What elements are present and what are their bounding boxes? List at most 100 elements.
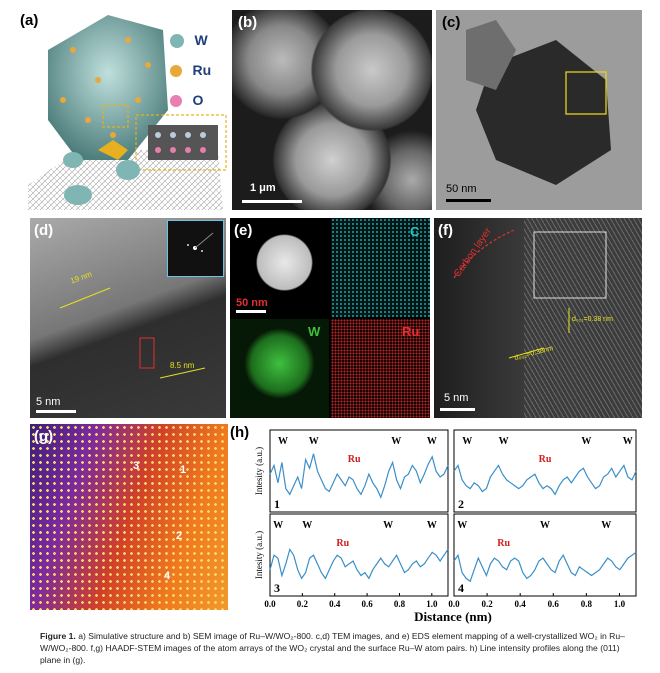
- subplot-frame: [453, 429, 637, 513]
- x-tick-label: 0.4: [329, 599, 341, 609]
- peak-label: W: [302, 520, 312, 531]
- peak-label: W: [278, 436, 288, 447]
- mark-1: 1: [180, 464, 187, 476]
- panel-f-label: (f): [438, 222, 453, 239]
- peak-label: W: [383, 520, 393, 531]
- legend-ru-label: Ru: [192, 62, 212, 78]
- scale-bar: [36, 410, 76, 413]
- legend-o-label: O: [192, 92, 204, 108]
- y-axis-label: Intesity (a.u.): [254, 447, 264, 495]
- peak-label: W: [540, 520, 550, 531]
- panel-b: (b) 1 μm: [232, 10, 432, 210]
- peak-label: W: [457, 520, 467, 531]
- scale-bar-label: 5 nm: [444, 392, 469, 404]
- panel-d-label: (d): [34, 222, 54, 239]
- profile-line-1: [269, 453, 449, 499]
- d-spacing-label-1: d₀₁₁=0.38 nm: [572, 316, 613, 323]
- scale-bar: [236, 310, 266, 313]
- peak-label: W: [601, 520, 611, 531]
- subplot-id-3: 3: [274, 581, 280, 595]
- panel-d: (d) 19 nm 8.5 nm 5 nm: [30, 218, 226, 418]
- w-map: [230, 319, 329, 418]
- panel-g: (g) 1 2 3 4: [30, 424, 228, 610]
- haadf-map: [230, 218, 329, 317]
- legend-o: O: [170, 92, 203, 110]
- x-tick-label: 0.6: [361, 599, 373, 609]
- scale-bar: [242, 200, 302, 203]
- scale-bar-label: 5 nm: [36, 396, 61, 408]
- subplot-id-4: 4: [458, 581, 464, 595]
- peak-label: W: [623, 436, 633, 447]
- x-tick-label: 1.0: [614, 599, 626, 609]
- panel-e: (e) C W Ru 50 nm: [230, 218, 430, 418]
- structure-illustration: [28, 15, 227, 210]
- subplot-id-2: 2: [458, 497, 464, 511]
- mark-2: 2: [176, 530, 183, 542]
- x-tick-label: 0.0: [448, 599, 460, 609]
- ru-map: [331, 319, 430, 418]
- o-atom-icon: [170, 94, 182, 107]
- profile-line-4: [453, 551, 637, 583]
- subplot-frame: [453, 513, 637, 597]
- map-label-w: W: [308, 324, 321, 339]
- x-tick-label: 0.6: [548, 599, 560, 609]
- panel-a-label: (a): [20, 12, 39, 29]
- peak-label: W: [581, 436, 591, 447]
- panel-h: (h) 1 W W Ru W W 2 W W Ru W W 3 W W Ru W W 4 W Ru W W 0.0 0.2 0.4…: [230, 424, 642, 624]
- panel-g-label: (g): [34, 428, 54, 445]
- saed-inset: [167, 220, 224, 277]
- x-tick-label: 0.8: [394, 599, 406, 609]
- peak-label: W: [499, 436, 509, 447]
- peak-label: W: [273, 520, 283, 531]
- c-map: [331, 218, 430, 317]
- x-tick-label: 0.8: [581, 599, 593, 609]
- scale-bar: [446, 199, 491, 202]
- peak-label: W: [391, 436, 401, 447]
- ru-atom-icon: [170, 64, 182, 77]
- subplot-id-1: 1: [274, 497, 280, 511]
- panel-b-label: (b): [238, 14, 258, 31]
- subplot-frame: [269, 513, 449, 597]
- x-tick-label: 0.0: [264, 599, 276, 609]
- peak-label: W: [427, 436, 437, 447]
- w-atom-icon: [170, 33, 184, 48]
- panel-c: (c) 50 nm: [436, 10, 642, 210]
- peak-label: W: [427, 520, 437, 531]
- line-profiles-chart: 1 W W Ru W W 2 W W Ru W W 3 W W Ru W W 4 W Ru W W 0.0 0.2 0.4 0.6 0…: [254, 429, 637, 624]
- mark-3: 3: [133, 460, 140, 472]
- legend-w: W: [170, 32, 208, 50]
- scale-bar-label: 50 nm: [446, 183, 477, 195]
- panel-c-label: (c): [442, 14, 461, 31]
- legend-ru: Ru: [170, 62, 211, 80]
- peak-label: Ru: [497, 538, 510, 549]
- x-tick-label: 0.2: [481, 599, 493, 609]
- panel-e-label: (e): [234, 222, 253, 239]
- peak-label: Ru: [348, 454, 361, 465]
- mark-4: 4: [164, 570, 171, 582]
- scale-bar-label: 1 μm: [250, 182, 276, 194]
- subplot-frame: [269, 429, 449, 513]
- peak-label: Ru: [336, 538, 349, 549]
- panel-a: (a) W Ru O: [18, 10, 230, 210]
- y-axis-label: Intesity (a.u.): [254, 531, 264, 579]
- x-axis-label: Distance (nm): [414, 609, 492, 624]
- caption-bold: Figure 1.: [40, 631, 76, 641]
- legend-w-label: W: [194, 32, 208, 48]
- thickness-label-2: 8.5 nm: [170, 361, 195, 370]
- peak-label: W: [309, 436, 319, 447]
- x-tick-label: 0.2: [297, 599, 309, 609]
- tem-particle: [466, 20, 611, 185]
- x-tick-label: 1.0: [426, 599, 438, 609]
- scale-bar: [440, 408, 475, 411]
- map-label-ru: Ru: [402, 324, 420, 339]
- panel-f: (f) Carbon layer d₀₁₁=0.38 nm d₀₀₂=0.38n…: [434, 218, 642, 418]
- x-tick-label: 0.4: [515, 599, 527, 609]
- peak-label: W: [462, 436, 472, 447]
- figure-caption: Figure 1. a) Simulative structure and b)…: [40, 630, 640, 666]
- layered-slab: [148, 125, 218, 160]
- panel-h-label: (h): [230, 424, 250, 441]
- caption-text: a) Simulative structure and b) SEM image…: [40, 631, 625, 665]
- profile-line-3: [269, 547, 449, 580]
- peak-label: Ru: [539, 454, 552, 465]
- scale-bar-label: 50 nm: [236, 297, 268, 309]
